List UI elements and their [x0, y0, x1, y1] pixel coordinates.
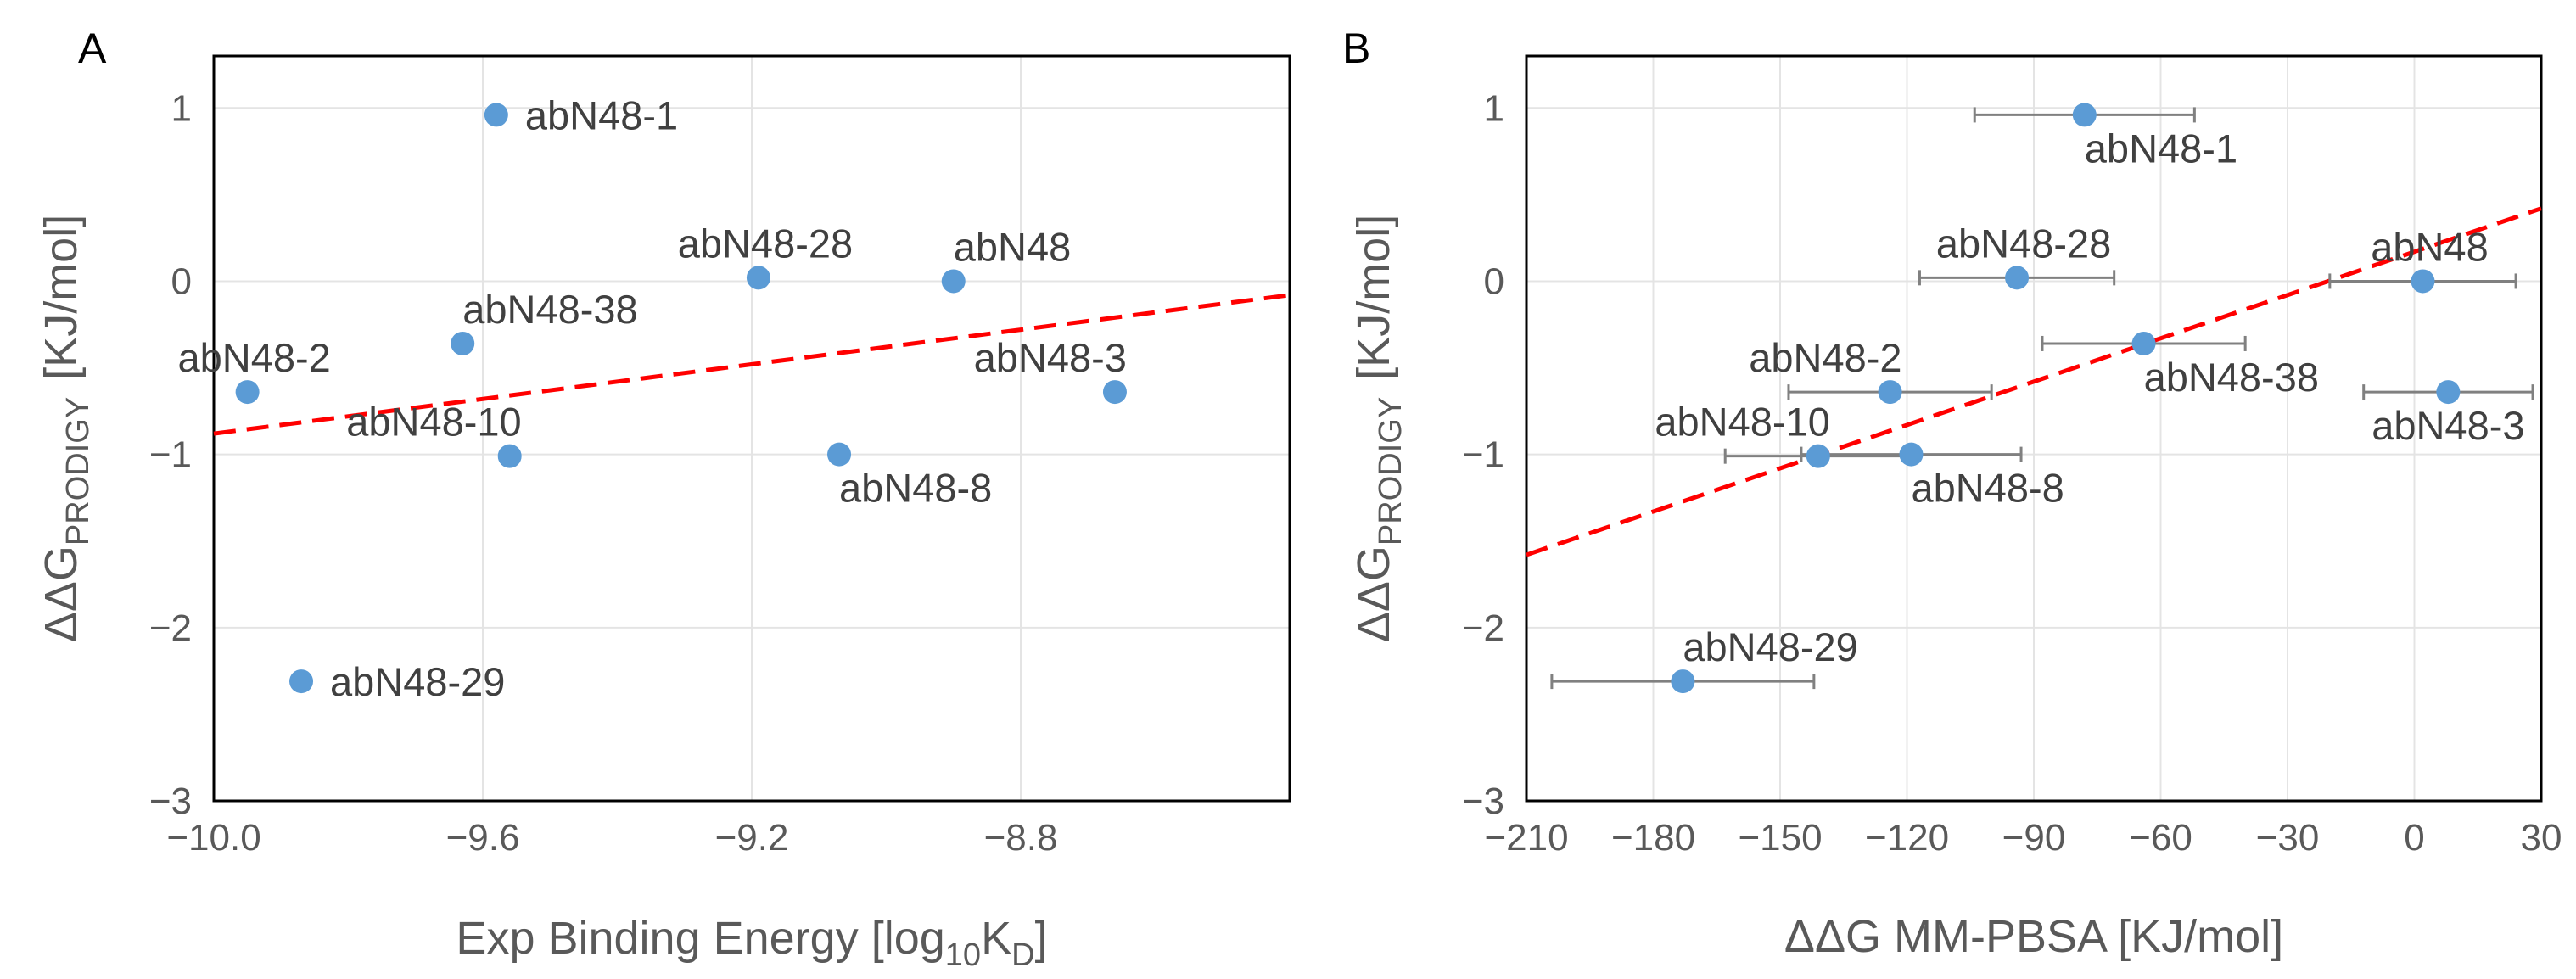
- data-point-abN48-2: [1878, 380, 1902, 405]
- panel-a-trendline: [213, 293, 1291, 436]
- panel-a-y-tick-label: 0: [171, 260, 192, 302]
- point-label-abN48-28: abN48-28: [1936, 221, 2111, 266]
- panel-b-plot-frame: [1525, 54, 2543, 803]
- panel-b-y-tick-label: −1: [1462, 434, 1504, 476]
- panel-b-x-tick-label: −90: [2002, 817, 2066, 859]
- panel-b-x-tick-label: 30: [2521, 817, 2562, 859]
- point-label-abN48-3: abN48-3: [2372, 403, 2524, 448]
- panel-a-y-tick-label: 1: [171, 87, 192, 129]
- panel-b-x-tick-labels: −210 −180 −150 −120 −90 −60 −30 0 30: [1484, 817, 2562, 859]
- panel-a-y-axis-title: ΔΔGPRODIGY[KJ/mol]: [36, 215, 96, 642]
- panel-a-x-tick-label: −9.6: [446, 817, 520, 859]
- panel-a-y-tick-label: −2: [149, 607, 192, 649]
- point-label-abN48-10: abN48-10: [346, 400, 521, 445]
- panel-b-x-axis-title: ΔΔG MM-PBSA [KJ/mol]: [1784, 911, 2283, 962]
- data-point-abN48: [2411, 269, 2435, 294]
- panel-b-gridlines: [1526, 56, 2542, 802]
- panel-a-y-tick-labels: −3 −2 −1 0 1: [149, 87, 192, 822]
- data-point-abN48-3: [2436, 380, 2461, 405]
- data-point-abN48-10: [497, 444, 522, 468]
- panel-a-x-tick-label: −9.2: [715, 817, 789, 859]
- point-label-abN48-3: abN48-3: [974, 335, 1127, 380]
- panel-b-y-tick-label: 1: [1484, 87, 1504, 129]
- panel-a-x-tick-label: −10.0: [166, 817, 260, 859]
- panel-b-error-bars: [1550, 107, 2534, 690]
- data-point-abN48-8: [1899, 442, 1924, 467]
- point-label-abN48-2: abN48-2: [177, 335, 330, 380]
- point-label-abN48-1: abN48-1: [525, 92, 678, 137]
- panel-b-x-tick-label: −30: [2256, 817, 2320, 859]
- panel-a-point-labels: abN48-1 abN48-28 abN48 abN48-38 abN48-2 abN48…: [177, 92, 1126, 704]
- data-point-abN48-3: [1102, 380, 1127, 405]
- panel-b-trendline: [1526, 206, 2542, 557]
- data-point-abN48-29: [1671, 669, 1695, 694]
- point-label-abN48: abN48: [954, 224, 1072, 269]
- point-label-abN48-8: abN48-8: [1911, 466, 2064, 511]
- data-point-abN48: [941, 269, 966, 294]
- panel-b-x-tick-label: −120: [1865, 817, 1949, 859]
- point-label-abN48-2: abN48-2: [1749, 335, 1901, 380]
- data-point-abN48-29: [289, 669, 314, 694]
- panel-a-x-tick-label: −8.8: [984, 817, 1058, 859]
- point-label-abN48-38: abN48-38: [2144, 355, 2319, 400]
- point-label-abN48-38: abN48-38: [462, 287, 637, 332]
- panel-a-x-tick-labels: −10.0 −9.6 −9.2 −8.8: [166, 817, 1057, 859]
- data-point-abN48-1: [484, 103, 508, 127]
- data-point-abN48-38: [2131, 331, 2156, 355]
- panel-a-points: [235, 103, 1127, 694]
- point-label-abN48-8: abN48-8: [839, 466, 992, 511]
- panel-b-trendline-group: [1526, 206, 2542, 557]
- panel-b-label: B: [1342, 25, 1370, 72]
- data-point-abN48-2: [235, 380, 260, 405]
- panel-a-plot-frame: [212, 54, 1291, 803]
- panel-a-x-axis-title: Exp Binding Energy [log10KD]: [456, 913, 1047, 973]
- panel-b-y-tick-label: −3: [1462, 780, 1504, 822]
- panel-b-y-tick-label: −2: [1462, 607, 1504, 649]
- panel-b-y-axis-title: ΔΔGPRODIGY[KJ/mol]: [1348, 215, 1408, 642]
- panel-b-x-tick-label: −150: [1738, 817, 1822, 859]
- panel-a: A −10.0 −9.6 −9.2 −8.8 −3−2−101 abN48-1abN4…: [36, 25, 1291, 973]
- panel-b-x-tick-label: −210: [1484, 817, 1568, 859]
- data-point-abN48-28: [2005, 266, 2030, 290]
- panel-b-x-tick-label: 0: [2404, 817, 2424, 859]
- panel-a-label: A: [78, 25, 107, 72]
- data-point-abN48-38: [451, 331, 475, 355]
- point-label-abN48-29: abN48-29: [330, 659, 505, 704]
- point-label-abN48-29: abN48-29: [1683, 624, 1857, 669]
- panel-a-trendline-group: [213, 293, 1291, 436]
- data-point-abN48-28: [746, 266, 770, 290]
- point-label-abN48-10: abN48-10: [1655, 400, 1829, 445]
- panel-b-x-tick-label: −60: [2129, 817, 2192, 859]
- panel-b-y-tick-labels: −3 −2 −1 0 1: [1462, 87, 1504, 822]
- panel-b: B −210 −180 −150 −120 −90 −60 −30 0 30 −3−2−101 …: [1342, 25, 2562, 962]
- panel-b-x-tick-label: −180: [1611, 817, 1695, 859]
- panel-b-points: [1671, 103, 2461, 694]
- panel-a-y-tick-label: −1: [149, 434, 192, 476]
- point-label-abN48-28: abN48-28: [678, 221, 853, 266]
- panel-b-point-labels: abN48-1 abN48-28 abN48 abN48-38 abN48-2 abN48…: [1655, 126, 2524, 669]
- point-label-abN48: abN48: [2371, 224, 2489, 269]
- panel-b-y-tick-label: 0: [1484, 260, 1504, 302]
- data-point-abN48-1: [2072, 103, 2097, 127]
- point-label-abN48-1: abN48-1: [2085, 126, 2237, 171]
- data-point-abN48-10: [1806, 444, 1830, 468]
- panel-a-y-tick-label: −3: [149, 780, 192, 822]
- data-point-abN48-8: [827, 442, 852, 467]
